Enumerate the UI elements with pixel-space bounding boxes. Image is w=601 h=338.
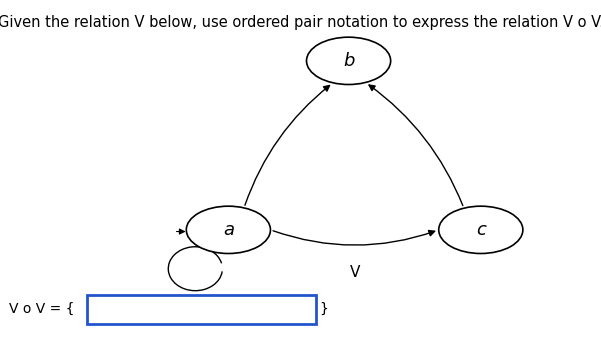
Text: b: b <box>343 52 354 70</box>
Text: Ex: (a, b), (b, c): Ex: (a, b), (b, c) <box>91 303 194 316</box>
Circle shape <box>186 206 270 254</box>
Text: }: } <box>320 302 329 316</box>
Circle shape <box>307 37 391 84</box>
Text: V: V <box>349 265 360 280</box>
Text: Given the relation V below, use ordered pair notation to express the relation V : Given the relation V below, use ordered … <box>0 15 601 30</box>
Text: a: a <box>223 221 234 239</box>
Circle shape <box>439 206 523 254</box>
FancyBboxPatch shape <box>87 295 316 324</box>
Text: V o V = {: V o V = { <box>9 302 75 316</box>
Text: c: c <box>476 221 486 239</box>
